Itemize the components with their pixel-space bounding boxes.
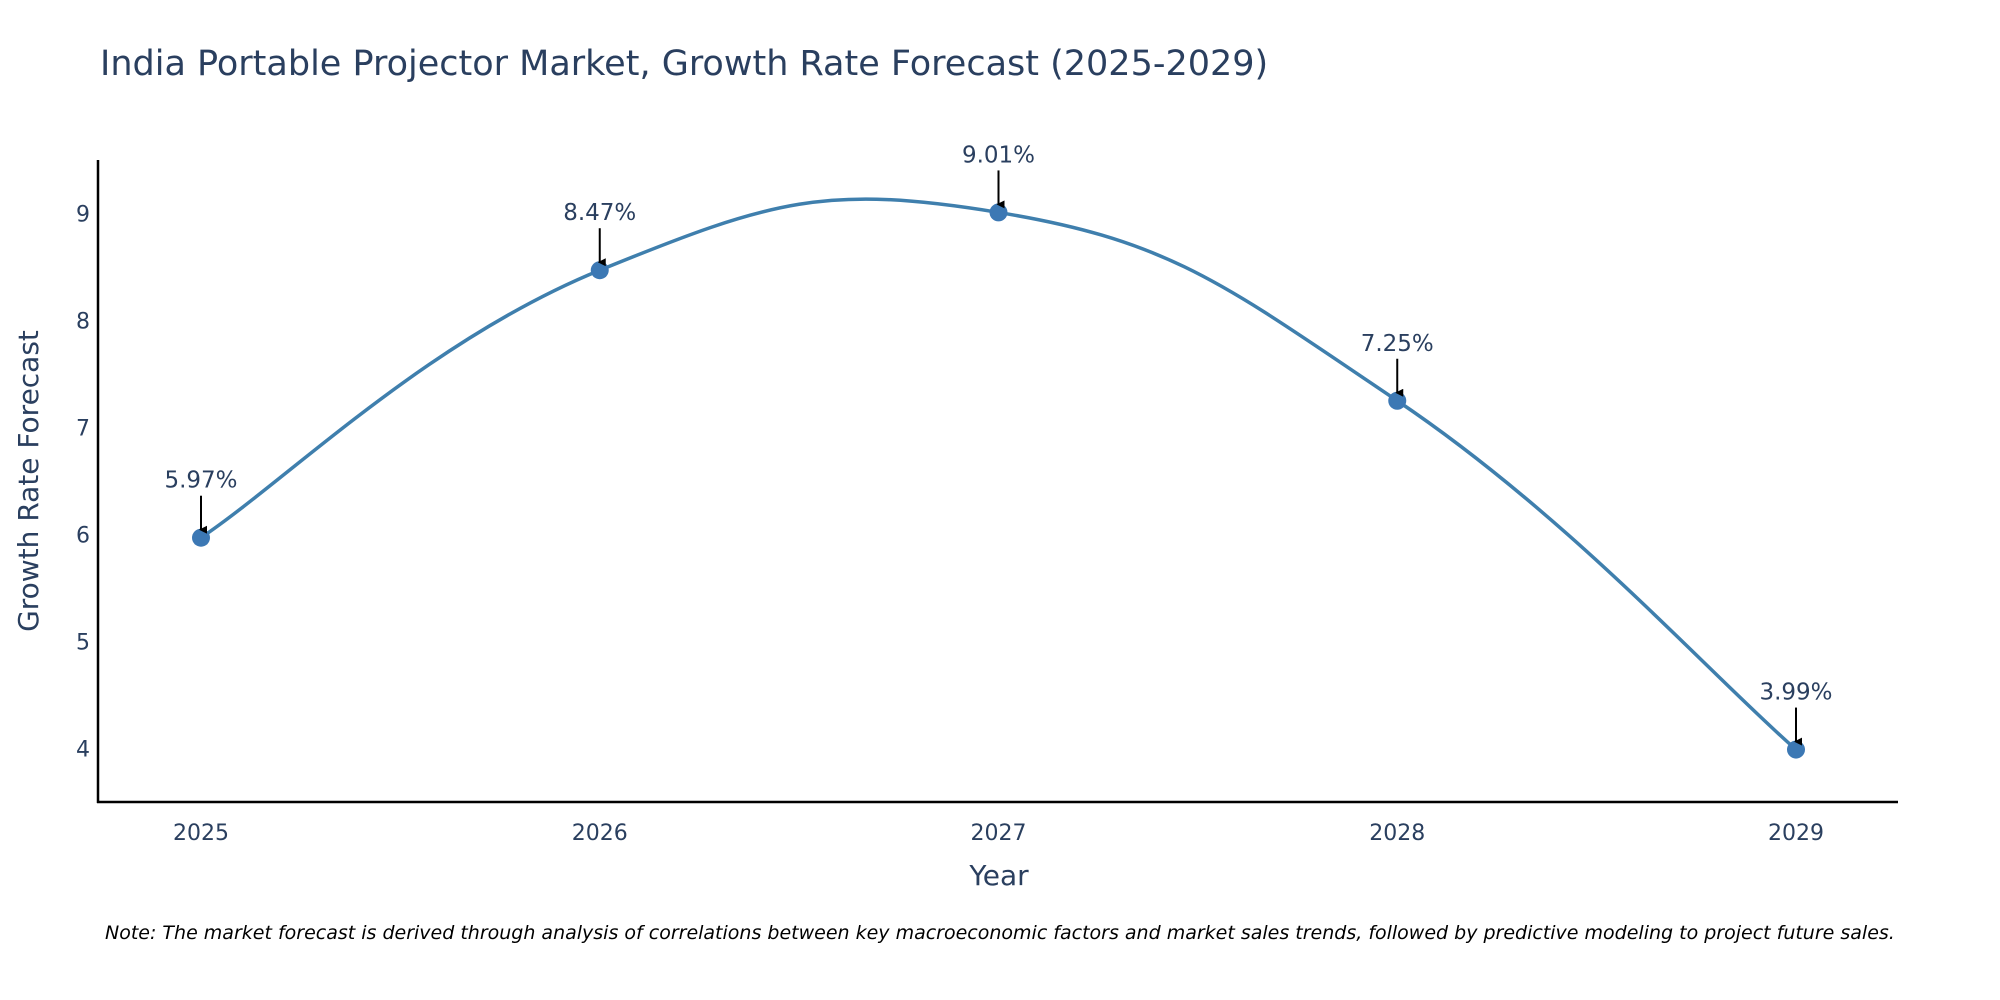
- x-tick-label: 2029: [1768, 821, 1824, 846]
- x-tick-label: 2027: [971, 821, 1027, 846]
- y-tick-label: 8: [76, 310, 90, 335]
- data-label: 5.97%: [164, 468, 237, 494]
- y-tick-label: 7: [76, 417, 90, 442]
- y-tick-label: 6: [76, 524, 90, 549]
- y-axis: 4 5 6 7 8 9: [76, 160, 100, 803]
- x-tick-label: 2028: [1369, 821, 1425, 846]
- data-label: 9.01%: [962, 142, 1035, 168]
- data-point-2026: [590, 261, 609, 280]
- x-tick-label: 2025: [173, 821, 229, 846]
- chart-title: India Portable Projector Market, Growth …: [100, 44, 1269, 84]
- y-tick-label: 9: [76, 203, 90, 228]
- x-axis: 2025 2026 2027 2028 2029: [97, 800, 1898, 846]
- footnote: Note: The market forecast is derived thr…: [105, 922, 1895, 944]
- data-label: 7.25%: [1361, 331, 1434, 357]
- series-line: [200, 197, 1798, 751]
- series-growth-rate: [192, 197, 1805, 759]
- data-point-2025: [192, 528, 210, 547]
- x-axis-title: Year: [968, 859, 1029, 892]
- data-label: 3.99%: [1759, 680, 1832, 706]
- y-axis-title: Growth Rate Forecast: [12, 330, 45, 632]
- data-labels: 5.97% 8.47% 9.01% 7.25% 3.99%: [164, 142, 1833, 746]
- data-point-2029: [1787, 740, 1805, 759]
- y-tick-label: 4: [76, 738, 90, 763]
- data-label: 8.47%: [563, 200, 636, 226]
- y-tick-label: 5: [76, 631, 90, 656]
- x-tick-label: 2026: [572, 821, 628, 846]
- data-point-2027: [989, 203, 1008, 222]
- data-point-2028: [1388, 391, 1407, 410]
